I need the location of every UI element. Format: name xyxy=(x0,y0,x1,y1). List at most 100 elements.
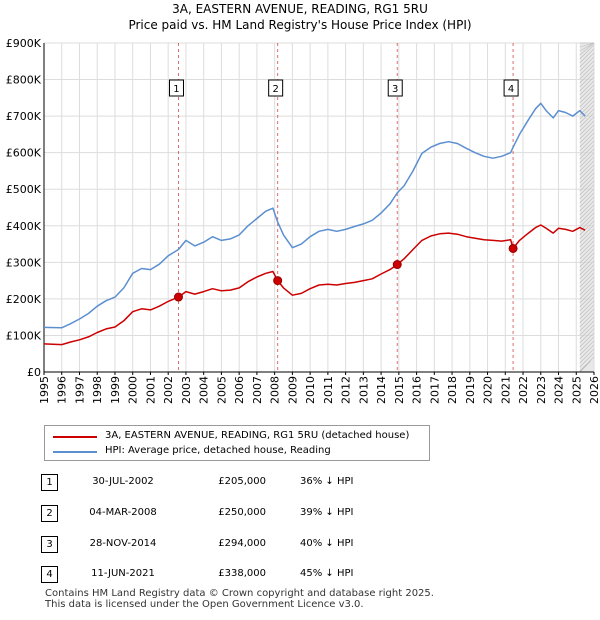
footer-line1: Contains HM Land Registry data © Crown c… xyxy=(45,588,434,599)
forecast-hatch xyxy=(579,340,595,356)
x-tick-label: 1997 xyxy=(73,376,86,404)
sale-marker-label: 1 xyxy=(173,84,179,95)
y-tick-label: £700K xyxy=(6,110,42,123)
x-tick-label: 2000 xyxy=(127,376,140,404)
legend-swatch-property xyxy=(53,436,97,438)
y-tick-label: £0 xyxy=(27,366,41,379)
forecast-hatch xyxy=(579,76,595,92)
forecast-hatch xyxy=(579,252,595,268)
sale-point xyxy=(508,243,518,253)
forecast-hatch xyxy=(579,176,595,192)
y-tick-label: £800K xyxy=(6,74,42,87)
forecast-hatch xyxy=(579,264,595,280)
forecast-hatch xyxy=(579,168,595,184)
x-tick-label: 2010 xyxy=(304,376,317,404)
sale-hpi-diff: 45% ↓ HPI xyxy=(300,568,354,579)
forecast-hatch xyxy=(579,332,595,348)
x-tick-label: 2020 xyxy=(482,376,495,404)
forecast-hatch xyxy=(579,42,595,52)
forecast-hatch xyxy=(579,44,595,60)
forecast-hatch xyxy=(579,92,595,108)
forecast-hatch xyxy=(579,220,595,236)
x-tick-label: 2019 xyxy=(464,376,477,404)
sale-date: 11-JUN-2021 xyxy=(91,568,155,579)
price-chart: £0 £100K £200K £300K £400K £500K £600K £700K £80… xyxy=(6,37,600,404)
forecast-hatch xyxy=(579,212,595,228)
forecast-hatch xyxy=(579,304,595,320)
sale-date: 30-JUL-2002 xyxy=(92,476,154,487)
x-tick-label: 2017 xyxy=(428,376,441,404)
x-tick-label: 2015 xyxy=(393,376,406,404)
x-tick-label: 1995 xyxy=(38,376,51,404)
sale-marker-box xyxy=(268,79,284,97)
sale-marker-box xyxy=(168,79,184,97)
forecast-hatch xyxy=(579,52,595,68)
forecast-hatch xyxy=(579,104,595,120)
y-tick-label: £500K xyxy=(6,183,42,196)
forecast-hatch xyxy=(579,164,595,180)
forecast-hatch xyxy=(579,272,595,288)
forecast-hatch xyxy=(579,88,595,104)
x-tick-label: 2001 xyxy=(144,376,157,404)
forecast-hatch xyxy=(579,136,595,152)
forecast-hatch xyxy=(579,160,595,176)
forecast-hatch xyxy=(579,324,595,340)
legend-label-hpi: HPI: Average price, detached house, Read… xyxy=(105,445,331,456)
sale-marker-box xyxy=(387,79,403,97)
forecast-hatch xyxy=(579,48,595,64)
forecast-hatch xyxy=(579,184,595,200)
sale-number-badge: 1 xyxy=(41,474,58,491)
forecast-hatch xyxy=(579,84,595,100)
y-tick-label: £300K xyxy=(6,256,42,269)
x-tick-label: 1996 xyxy=(56,376,69,404)
forecast-hatch xyxy=(579,356,595,372)
sale-row: 2 04-MAR-2008 £250,000 39% ↓ HPI xyxy=(0,504,600,524)
chart-title-line2: Price paid vs. HM Land Registry's House … xyxy=(128,18,472,32)
y-tick-label: £200K xyxy=(6,293,42,306)
sale-price: £338,000 xyxy=(218,568,266,579)
forecast-hatch xyxy=(579,308,595,324)
forecast-hatch xyxy=(579,112,595,128)
x-tick-label: 2006 xyxy=(233,376,246,404)
forecast-hatch xyxy=(579,116,595,132)
forecast-hatch xyxy=(579,72,595,88)
x-tick-label: 2005 xyxy=(215,376,228,404)
sale-row: 3 28-NOV-2014 £294,000 40% ↓ HPI xyxy=(0,535,600,555)
forecast-hatch xyxy=(579,128,595,144)
forecast-hatch xyxy=(579,336,595,352)
x-tick-label: 2024 xyxy=(553,376,566,404)
sale-point xyxy=(173,292,183,302)
y-tick-label: £400K xyxy=(6,220,42,233)
forecast-hatch xyxy=(579,80,595,96)
forecast-hatch xyxy=(579,248,595,264)
forecast-hatch xyxy=(579,236,595,252)
forecast-hatch xyxy=(579,352,595,368)
y-tick-label: £100K xyxy=(6,329,42,342)
forecast-hatch xyxy=(579,276,595,292)
footer-attribution: Contains HM Land Registry data © Crown c… xyxy=(45,588,434,610)
forecast-hatch xyxy=(579,172,595,188)
forecast-hatch xyxy=(579,368,584,373)
y-tick-label: £900K xyxy=(6,37,42,50)
sale-marker-label: 3 xyxy=(392,84,398,95)
forecast-hatch xyxy=(579,280,595,296)
forecast-hatch xyxy=(579,228,595,244)
forecast-hatch xyxy=(579,96,595,112)
sale-price: £250,000 xyxy=(218,507,266,518)
chart-title-line1: 3A, EASTERN AVENUE, READING, RG1 5RU xyxy=(172,2,428,16)
forecast-hatch xyxy=(579,124,595,140)
forecast-hatch xyxy=(579,348,595,364)
x-tick-label: 2013 xyxy=(357,376,370,404)
sale-price: £294,000 xyxy=(218,538,266,549)
x-tick-label: 2008 xyxy=(269,376,282,404)
sale-point xyxy=(273,276,283,286)
forecast-hatch xyxy=(579,312,595,328)
sale-point xyxy=(392,260,402,270)
forecast-hatch xyxy=(579,140,595,156)
x-tick-label: 1998 xyxy=(91,376,104,404)
forecast-hatch xyxy=(579,284,595,300)
sale-row: 1 30-JUL-2002 £205,000 36% ↓ HPI xyxy=(0,473,600,493)
forecast-hatch xyxy=(579,208,595,224)
forecast-hatch xyxy=(579,256,595,272)
forecast-hatch xyxy=(579,240,595,256)
